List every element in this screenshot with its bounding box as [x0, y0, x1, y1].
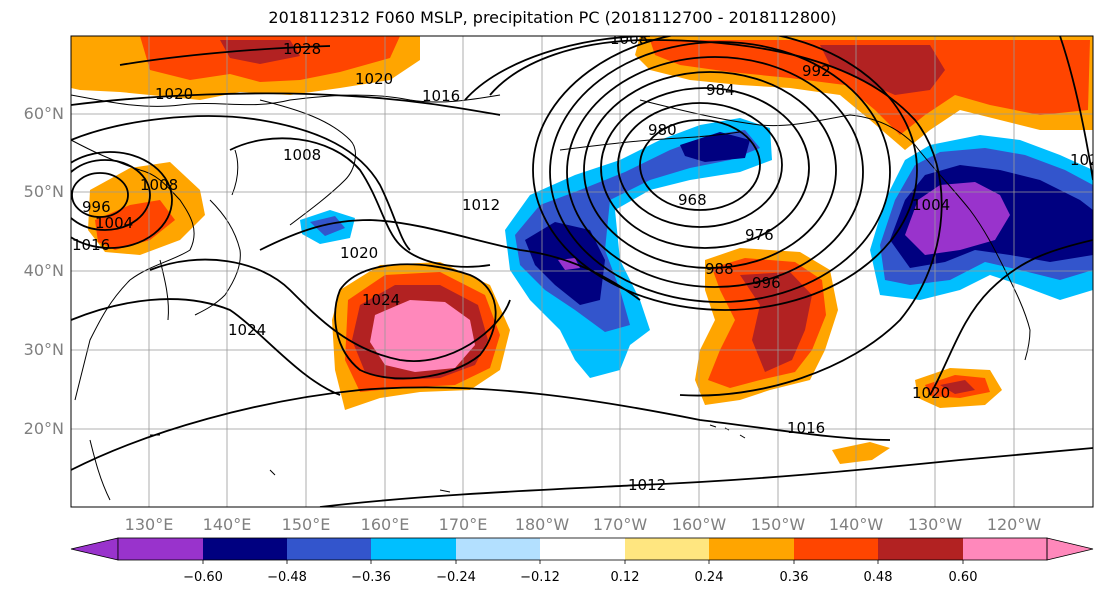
- colorbar-tick-label: −0.60: [183, 570, 223, 585]
- contour-label: 1004: [95, 214, 133, 232]
- lon-label: 170°E: [438, 515, 488, 534]
- colorbar-extend-left: [70, 537, 119, 561]
- contour-label: 996: [752, 274, 781, 292]
- colorbar-segment: [118, 538, 203, 560]
- grid-lines: [71, 36, 1093, 507]
- colorbar-tick-label: −0.12: [520, 570, 560, 585]
- lon-label: 130°W: [907, 515, 963, 534]
- colorbar: [70, 537, 1094, 564]
- colorbar-segment: [371, 538, 456, 560]
- contour-label: 1004: [912, 196, 950, 214]
- contour-label: 980: [648, 121, 677, 139]
- contour-label: 976: [745, 226, 774, 244]
- colorbar-segment: [709, 538, 794, 560]
- coastlines: [71, 94, 1031, 501]
- lon-label: 150°E: [281, 515, 331, 534]
- contour-label: 1008: [140, 176, 178, 194]
- lat-label: 30°N: [23, 340, 64, 359]
- colorbar-segment: [456, 538, 540, 560]
- contour-label: 988: [705, 260, 734, 278]
- mslp-contours: [71, 36, 1093, 507]
- contour-label: 1020: [340, 244, 378, 262]
- contour-label: 984: [706, 81, 735, 99]
- colorbar-segment: [625, 538, 709, 560]
- colorbar-tick-label: −0.48: [267, 570, 307, 585]
- contour-label: 1016: [72, 236, 110, 254]
- precip-positive-peak-north: [220, 40, 300, 64]
- contour-label: 1008: [283, 146, 321, 164]
- colorbar-tick-label: 0.12: [610, 570, 640, 585]
- colorbar-segment: [878, 538, 963, 560]
- lon-label: 120°W: [986, 515, 1042, 534]
- colorbar-segment: [540, 538, 625, 560]
- lon-label: 150°W: [750, 515, 806, 534]
- contour-label: 1012: [462, 196, 500, 214]
- lat-label: 20°N: [23, 419, 64, 438]
- colorbar-tick-label: 0.48: [863, 570, 893, 585]
- colorbar-segment: [287, 538, 371, 560]
- contour-label: 1016: [422, 87, 460, 105]
- precip-negative-band: [505, 118, 772, 378]
- contour-label: 1024: [228, 321, 266, 339]
- contour-label: 1020: [355, 70, 393, 88]
- lon-label: 170°W: [592, 515, 648, 534]
- lat-label: 40°N: [23, 261, 64, 280]
- lon-label: 130°E: [124, 515, 174, 534]
- contour-labels: 1028 1020 1020 1016 1008 1020 1024 1024 …: [72, 30, 1105, 494]
- contour-label: 1020: [155, 85, 193, 103]
- lon-label: 180°W: [514, 515, 570, 534]
- colorbar-extend-right: [1046, 537, 1094, 561]
- contour-label: 996: [82, 198, 111, 216]
- contour-label: 1012: [628, 476, 666, 494]
- lat-label: 50°N: [23, 182, 64, 201]
- contour-label: 1028: [283, 40, 321, 58]
- colorbar-tick-label: 0.24: [694, 570, 724, 585]
- lon-label: 140°W: [828, 515, 884, 534]
- colorbar-tick-label: −0.36: [351, 570, 391, 585]
- lon-label: 160°W: [671, 515, 727, 534]
- colorbar-tick-label: 0.60: [948, 570, 978, 585]
- lon-label: 140°E: [202, 515, 252, 534]
- contour-label: 1008: [610, 30, 648, 48]
- colorbar-tick-label: 0.36: [779, 570, 809, 585]
- precip-positive-patch-hawaii: [832, 442, 890, 464]
- map-frame: [70, 35, 1094, 508]
- lon-label: 160°E: [360, 515, 410, 534]
- contour-label: 1016: [787, 419, 825, 437]
- colorbar-tick-label: −0.24: [436, 570, 476, 585]
- colorbar-segment: [963, 538, 1047, 560]
- contour-label: 992: [802, 62, 831, 80]
- contour-label: 1024: [1070, 151, 1105, 169]
- contour-label: 1024: [362, 291, 400, 309]
- contour-label: 1020: [912, 384, 950, 402]
- colorbar-segment: [794, 538, 878, 560]
- precip-positive-core-japan: [95, 200, 175, 250]
- contour-label: 968: [678, 191, 707, 209]
- colorbar-segment: [203, 538, 287, 560]
- map-title: 2018112312 F060 MSLP, precipitation PC (…: [268, 8, 837, 27]
- lat-label: 60°N: [23, 104, 64, 123]
